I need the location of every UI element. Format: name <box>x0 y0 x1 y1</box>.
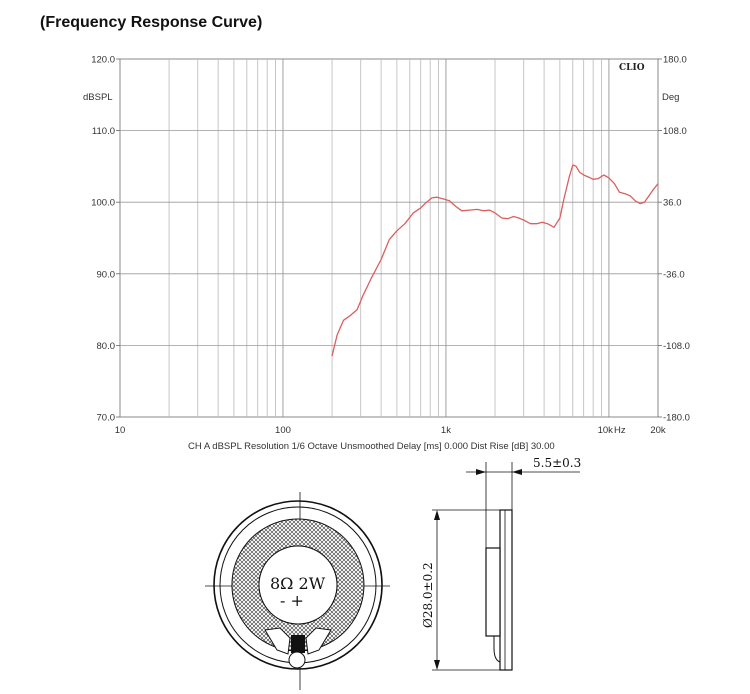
x-tick-label: 10k <box>598 425 614 436</box>
y2-tick-label: 36.0 <box>663 198 682 209</box>
y2-tick-label: 180.0 <box>663 55 687 66</box>
y2-tick-label: -108.0 <box>663 341 690 352</box>
y-axis-unit: dBSPL <box>83 92 113 103</box>
y-tick-label: 70.0 <box>97 413 116 424</box>
y2-tick-label: 108.0 <box>663 126 687 137</box>
dust-cap <box>258 545 338 625</box>
x-tick-label: 1k <box>441 425 451 436</box>
terminal-pad-left <box>264 627 291 655</box>
thickness-dimension-label: 5.5±0.3 <box>533 456 581 470</box>
outer-rim <box>213 500 383 670</box>
thickness-arrow-left <box>476 469 486 475</box>
speaker-front-view: 8Ω 2W - + <box>205 492 390 690</box>
frame-flange <box>499 509 513 671</box>
x-axis-ticks: 10 100 1k 10k 20k <box>115 425 666 436</box>
clio-brand-label: CLIO <box>619 63 645 73</box>
y-axis-ticks: 120.0 110.0 100.0 90.0 80.0 70.0 <box>91 55 120 424</box>
terminal-pad-right <box>305 627 332 655</box>
y2-axis-unit: Deg <box>662 92 679 103</box>
impedance-power-label: 8Ω 2W <box>270 574 326 593</box>
polarity-label: - + <box>280 591 304 610</box>
x-axis-unit: Hz <box>614 425 626 436</box>
x-tick-label: 100 <box>275 425 291 436</box>
thickness-arrow-right <box>512 469 522 475</box>
y-tick-label: 90.0 <box>97 269 116 280</box>
diameter-arrow-bottom <box>434 660 440 670</box>
grid-lines <box>120 59 658 417</box>
y-tick-label: 100.0 <box>91 198 115 209</box>
magnet-body <box>485 547 501 637</box>
frequency-response-chart: 120.0 110.0 100.0 90.0 80.0 70.0 180.0 108.0 36… <box>83 55 690 453</box>
y2-tick-label: -180.0 <box>663 413 690 424</box>
y2-tick-label: -36.0 <box>663 269 685 280</box>
y-tick-label: 80.0 <box>97 341 116 352</box>
speaker-side-view: Ø28.0±0.2 5.5±0.3 <box>421 456 581 671</box>
series-group <box>331 164 659 357</box>
y-tick-label: 120.0 <box>91 55 115 66</box>
series-line <box>331 164 659 357</box>
x-tick-label: 10 <box>115 425 126 436</box>
plot-area <box>119 58 659 418</box>
terminal-bump <box>493 636 501 663</box>
y-tick-label: 110.0 <box>92 126 115 137</box>
diameter-arrow-top <box>434 510 440 520</box>
solder-lug <box>288 651 306 669</box>
chart-title: (Frequency Response Curve) <box>40 14 263 31</box>
measurement-footer: CH A dBSPL Resolution 1/6 Octave Unsmoot… <box>188 441 555 452</box>
y2-axis-ticks: 180.0 108.0 36.0 -36.0 -108.0 -180.0 <box>658 55 690 424</box>
x-tick-label: 20k <box>650 425 666 436</box>
terminal-block <box>291 635 305 653</box>
diameter-dimension-label: Ø28.0±0.2 <box>421 562 435 628</box>
